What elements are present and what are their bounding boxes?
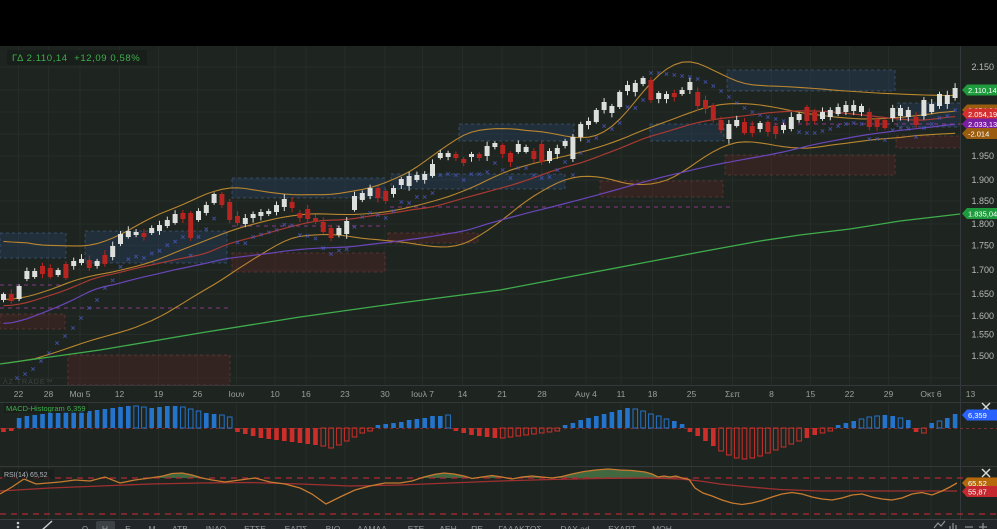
- svg-text:22: 22: [845, 389, 855, 399]
- svg-text:ΕΧΑΡΤ: ΕΧΑΡΤ: [608, 524, 636, 529]
- svg-text:2.033,13: 2.033,13: [968, 120, 997, 129]
- svg-text:ΒΙΟ: ΒΙΟ: [326, 524, 341, 529]
- svg-text:16: 16: [301, 389, 311, 399]
- svg-text:22: 22: [14, 389, 24, 399]
- svg-text:1.900: 1.900: [971, 175, 994, 185]
- svg-text:ΙΝΛΟ: ΙΝΛΟ: [206, 524, 227, 529]
- svg-text:ΕΤΕ: ΕΤΕ: [408, 524, 425, 529]
- svg-text:1.700: 1.700: [971, 265, 994, 275]
- svg-text:10: 10: [270, 389, 280, 399]
- svg-text:ΕΤΣΕ: ΕΤΣΕ: [244, 524, 266, 529]
- svg-text:21: 21: [497, 389, 507, 399]
- svg-text:RSI(14) 65,52: RSI(14) 65,52: [4, 472, 48, 479]
- svg-text:1.650: 1.650: [971, 289, 994, 299]
- svg-text:ΛΑΜΔΑ: ΛΑΜΔΑ: [357, 524, 387, 529]
- svg-text:25: 25: [687, 389, 697, 399]
- svg-text:Σεπ: Σεπ: [725, 389, 740, 399]
- svg-text:19: 19: [154, 389, 164, 399]
- svg-text:30: 30: [380, 389, 390, 399]
- svg-text:23: 23: [340, 389, 350, 399]
- svg-text:ΓΔ 2.110,14 +12,09 0,58%: ΓΔ 2.110,14 +12,09 0,58%: [12, 53, 140, 64]
- svg-text:Μαι 5: Μαι 5: [70, 389, 91, 399]
- svg-text:1.950: 1.950: [971, 151, 994, 161]
- svg-text:1.500: 1.500: [971, 351, 994, 361]
- svg-text:ΕΑΠΣ: ΕΑΠΣ: [285, 524, 308, 529]
- svg-text:Αυγ 4: Αυγ 4: [575, 389, 597, 399]
- svg-text:ΓΑΛΑΚΤΟΣ: ΓΑΛΑΚΤΟΣ: [498, 524, 542, 529]
- svg-text:15: 15: [806, 389, 816, 399]
- svg-text:DAX ad: DAX ad: [560, 524, 590, 529]
- svg-text:2.054,19: 2.054,19: [968, 110, 997, 119]
- svg-text:Ε: Ε: [125, 524, 131, 529]
- svg-text:12: 12: [115, 389, 125, 399]
- svg-text:ΛZ TRADE™: ΛZ TRADE™: [3, 379, 54, 386]
- svg-text:6,359: 6,359: [968, 411, 987, 420]
- svg-text:28: 28: [537, 389, 547, 399]
- svg-text:Οκτ 6: Οκτ 6: [920, 389, 942, 399]
- svg-text:29: 29: [884, 389, 894, 399]
- svg-text:55,87: 55,87: [968, 488, 987, 497]
- svg-text:1.750: 1.750: [971, 241, 994, 251]
- svg-text:Ιουν: Ιουν: [229, 389, 245, 399]
- svg-text:ΜΟΗ: ΜΟΗ: [652, 524, 672, 529]
- svg-text:26: 26: [193, 389, 203, 399]
- svg-text:8: 8: [769, 389, 774, 399]
- svg-text:MACD-Histogram 6,359: MACD-Histogram 6,359: [6, 404, 86, 413]
- svg-text:Η: Η: [102, 524, 108, 529]
- svg-text:ΠΕ: ΠΕ: [471, 524, 483, 529]
- svg-text:ΔΕΗ: ΔΕΗ: [439, 524, 457, 529]
- svg-text:ΑΤΒ: ΑΤΒ: [172, 524, 188, 529]
- svg-text:2.150: 2.150: [971, 62, 994, 72]
- svg-text:1.850: 1.850: [971, 196, 994, 206]
- svg-text:1.800: 1.800: [971, 219, 994, 229]
- svg-text:2.110,14: 2.110,14: [968, 86, 997, 95]
- svg-text:Ω: Ω: [82, 524, 88, 529]
- svg-text:1.835,04: 1.835,04: [968, 210, 997, 219]
- svg-text:18: 18: [648, 389, 658, 399]
- svg-text:-2.014: -2.014: [968, 130, 989, 139]
- svg-text:14: 14: [458, 389, 468, 399]
- svg-text:28: 28: [44, 389, 54, 399]
- svg-text:Μ: Μ: [148, 524, 155, 529]
- svg-text:65,52: 65,52: [968, 479, 987, 488]
- svg-text:1.600: 1.600: [971, 311, 994, 321]
- svg-text:Ιουλ 7: Ιουλ 7: [411, 389, 434, 399]
- svg-text:1.550: 1.550: [971, 330, 994, 340]
- svg-text:13: 13: [966, 389, 976, 399]
- svg-text:11: 11: [617, 389, 626, 399]
